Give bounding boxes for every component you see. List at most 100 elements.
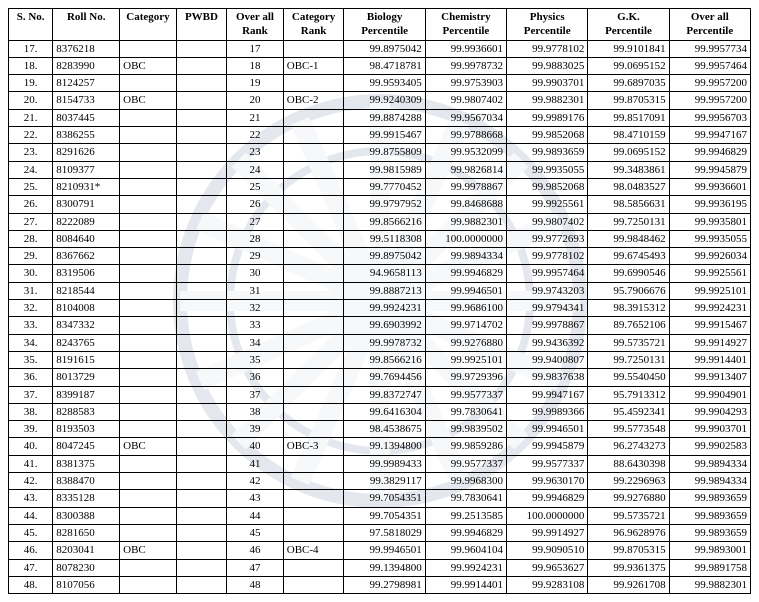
- cell-sno: 26.: [9, 196, 53, 213]
- table-header: S. No.Roll No.CategoryPWBDOver allRankCa…: [9, 9, 751, 41]
- cell-chem: 99.9686100: [425, 300, 506, 317]
- cell-phy: 99.9883025: [507, 57, 588, 74]
- cell-gk: 95.7906676: [588, 282, 669, 299]
- cell-orank: 26: [227, 196, 284, 213]
- cell-pwbd: [176, 490, 226, 507]
- cell-overall: 99.9893659: [669, 524, 750, 541]
- cell-category: [120, 213, 177, 230]
- cell-pwbd: [176, 559, 226, 576]
- cell-category: [120, 403, 177, 420]
- cell-roll: 8078230: [53, 559, 120, 576]
- cell-orank: 22: [227, 127, 284, 144]
- cell-sno: 34.: [9, 334, 53, 351]
- column-header-overall: Over allPercentile: [669, 9, 750, 41]
- table-row: 46.8203041OBC46OBC-499.994650199.9604104…: [9, 542, 751, 559]
- cell-overall: 99.9925101: [669, 282, 750, 299]
- cell-category: OBC: [120, 438, 177, 455]
- cell-bio: 99.9946501: [344, 542, 425, 559]
- cell-crank: [283, 40, 344, 57]
- cell-bio: 99.9924231: [344, 300, 425, 317]
- cell-roll: 8124257: [53, 75, 120, 92]
- cell-phy: 99.9935055: [507, 161, 588, 178]
- cell-pwbd: [176, 265, 226, 282]
- cell-roll: 8037445: [53, 109, 120, 126]
- cell-phy: 99.9090510: [507, 542, 588, 559]
- cell-crank: OBC-1: [283, 57, 344, 74]
- cell-roll: 8291626: [53, 144, 120, 161]
- cell-gk: 99.8705315: [588, 92, 669, 109]
- cell-chem: 99.9924231: [425, 559, 506, 576]
- cell-crank: [283, 559, 344, 576]
- cell-bio: 99.1394800: [344, 559, 425, 576]
- cell-chem: 99.9859286: [425, 438, 506, 455]
- cell-roll: 8193503: [53, 421, 120, 438]
- cell-gk: 99.9848462: [588, 230, 669, 247]
- cell-bio: 99.8975042: [344, 40, 425, 57]
- cell-roll: 8347332: [53, 317, 120, 334]
- cell-roll: 8300388: [53, 507, 120, 524]
- cell-orank: 31: [227, 282, 284, 299]
- cell-orank: 39: [227, 421, 284, 438]
- cell-orank: 46: [227, 542, 284, 559]
- cell-sno: 29.: [9, 248, 53, 265]
- cell-crank: [283, 334, 344, 351]
- cell-crank: [283, 455, 344, 472]
- cell-phy: 99.9400807: [507, 351, 588, 368]
- cell-gk: 99.7250131: [588, 351, 669, 368]
- cell-crank: [283, 265, 344, 282]
- cell-phy: 99.9893659: [507, 144, 588, 161]
- column-header-bio: BiologyPercentile: [344, 9, 425, 41]
- cell-orank: 48: [227, 576, 284, 593]
- cell-phy: 99.9837638: [507, 369, 588, 386]
- cell-phy: 99.9978867: [507, 317, 588, 334]
- cell-orank: 28: [227, 230, 284, 247]
- cell-orank: 45: [227, 524, 284, 541]
- cell-orank: 30: [227, 265, 284, 282]
- cell-sno: 48.: [9, 576, 53, 593]
- cell-pwbd: [176, 57, 226, 74]
- cell-bio: 98.4538675: [344, 421, 425, 438]
- cell-orank: 20: [227, 92, 284, 109]
- column-header-gk: G.K.Percentile: [588, 9, 669, 41]
- cell-gk: 99.8517091: [588, 109, 669, 126]
- cell-chem: 99.9807402: [425, 92, 506, 109]
- cell-overall: 99.9894334: [669, 455, 750, 472]
- cell-gk: 99.0695152: [588, 144, 669, 161]
- column-header-pwbd: PWBD: [176, 9, 226, 41]
- cell-crank: [283, 576, 344, 593]
- cell-chem: 99.9882301: [425, 213, 506, 230]
- cell-sno: 22.: [9, 127, 53, 144]
- table-row: 39.81935033998.453867599.983950299.99465…: [9, 421, 751, 438]
- cell-gk: 99.9276880: [588, 490, 669, 507]
- cell-roll: 8376218: [53, 40, 120, 57]
- table-row: 36.80137293699.769445699.972939699.98376…: [9, 369, 751, 386]
- cell-crank: [283, 317, 344, 334]
- cell-roll: 8386255: [53, 127, 120, 144]
- cell-orank: 32: [227, 300, 284, 317]
- cell-overall: 99.9902583: [669, 438, 750, 455]
- cell-sno: 41.: [9, 455, 53, 472]
- cell-roll: 8210931*: [53, 178, 120, 195]
- cell-gk: 95.4592341: [588, 403, 669, 420]
- cell-orank: 35: [227, 351, 284, 368]
- cell-overall: 99.9945879: [669, 161, 750, 178]
- cell-sno: 19.: [9, 75, 53, 92]
- cell-overall: 99.9904293: [669, 403, 750, 420]
- cell-chem: 99.9276880: [425, 334, 506, 351]
- cell-overall: 99.9935055: [669, 230, 750, 247]
- cell-pwbd: [176, 161, 226, 178]
- cell-overall: 99.9946829: [669, 144, 750, 161]
- cell-sno: 23.: [9, 144, 53, 161]
- cell-bio: 99.9915467: [344, 127, 425, 144]
- cell-chem: 99.8468688: [425, 196, 506, 213]
- cell-sno: 36.: [9, 369, 53, 386]
- table-row: 32.81040083299.992423199.968610099.97943…: [9, 300, 751, 317]
- cell-pwbd: [176, 455, 226, 472]
- cell-chem: 99.9894334: [425, 248, 506, 265]
- cell-sno: 42.: [9, 473, 53, 490]
- cell-category: [120, 369, 177, 386]
- cell-pwbd: [176, 196, 226, 213]
- cell-orank: 29: [227, 248, 284, 265]
- cell-overall: 99.9936195: [669, 196, 750, 213]
- cell-gk: 99.5735721: [588, 334, 669, 351]
